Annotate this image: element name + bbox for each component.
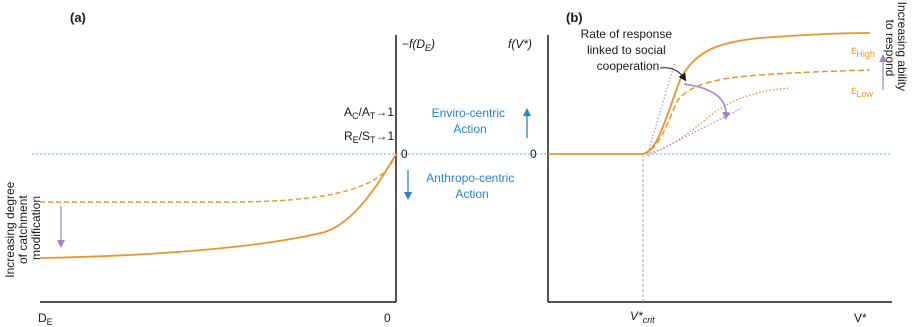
steep-slope-line xyxy=(646,61,676,157)
panel-a-solid-curve xyxy=(39,153,397,259)
eps-low-label: εLow xyxy=(851,83,873,99)
ratio-ac-at: AC/AT→1 xyxy=(344,105,394,121)
rate-of-response-annotation: Rate of response linked to social cooper… xyxy=(581,27,676,73)
panel-a-x-right-label: 0 xyxy=(384,311,391,325)
panel-a-dashed-curve xyxy=(40,153,397,203)
panel-a-y-axis-label: −f(DE) xyxy=(402,37,435,53)
panel-a-label: (a) xyxy=(70,10,86,25)
ability-to-respond-label: Increasing ability to respond xyxy=(883,2,909,95)
curve-low-dashed xyxy=(642,69,871,155)
curve-high-solid xyxy=(548,32,871,155)
v-crit-label: V*crit xyxy=(630,309,655,325)
eps-high-label: εHigh xyxy=(851,43,875,59)
panel-b-y-axis-label: f(V*) xyxy=(508,37,532,51)
panel-a: (a) −f(DE) AC/AT→1 RE/ST→1 0 DE 0 Increa… xyxy=(3,10,892,327)
anthropo-centric-label: Anthropo-centric Action xyxy=(426,171,517,201)
catchment-modification-label: Increasing degree of catchment modificat… xyxy=(3,178,43,277)
panel-b-zero-label: 0 xyxy=(530,147,537,161)
annotation-pointer xyxy=(659,67,687,82)
panel-b-label: (b) xyxy=(566,10,583,25)
slope-change-arrow xyxy=(683,83,731,120)
enviro-centric-label: Enviro-centric Action xyxy=(432,106,509,136)
panel-a-x-left-label: DE xyxy=(38,311,53,327)
ratio-re-st: RE/ST→1 xyxy=(344,129,395,145)
panel-b-x-axis-label: V* xyxy=(854,311,867,325)
panel-b: (b) f(V*) 0 Rate of response linked to s… xyxy=(508,2,909,325)
panel-a-zero-label: 0 xyxy=(401,147,408,161)
shallow-slope-line xyxy=(647,107,743,157)
curve-low-dotted xyxy=(642,87,791,155)
